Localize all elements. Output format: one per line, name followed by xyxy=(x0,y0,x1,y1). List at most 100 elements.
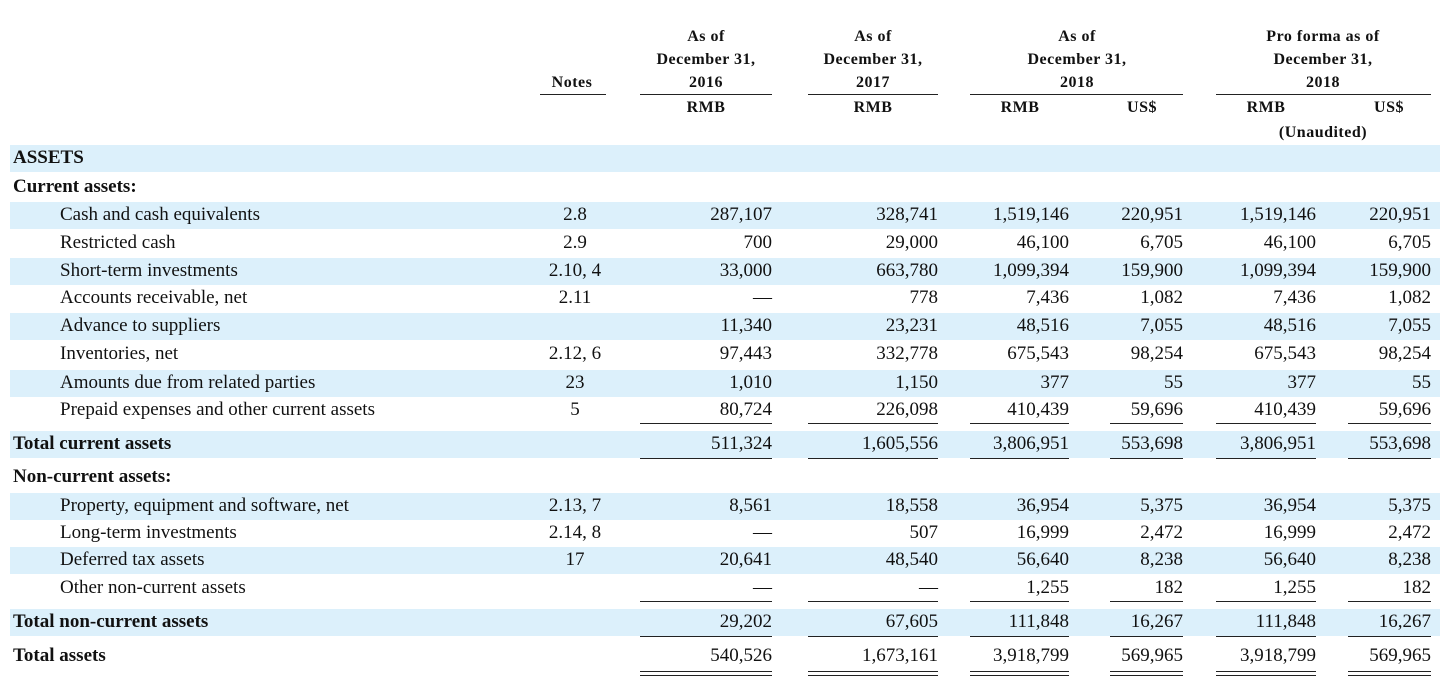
column-header: December 31, xyxy=(1027,51,1127,68)
row-value: 7,055 xyxy=(1140,315,1183,336)
row-value: 778 xyxy=(909,287,939,308)
total-rule xyxy=(970,675,1069,676)
row-value: — xyxy=(753,287,772,308)
total-rule xyxy=(808,601,938,602)
row-value: 36,954 xyxy=(1263,495,1316,516)
total-rule xyxy=(808,675,938,676)
row-value: 3,918,799 xyxy=(993,645,1069,666)
row-value: 2,472 xyxy=(1388,522,1431,543)
row-value: 332,778 xyxy=(876,343,938,364)
total-rule xyxy=(1110,423,1183,424)
total-rule xyxy=(970,671,1069,672)
row-value: 220,951 xyxy=(1369,204,1431,225)
row-notes: 23 xyxy=(565,372,585,393)
row-value: 569,965 xyxy=(1369,645,1431,666)
row-label: Total current assets xyxy=(13,433,172,454)
row-value: 511,324 xyxy=(710,433,772,454)
row-band xyxy=(10,609,1440,636)
row-value: 1,255 xyxy=(1026,577,1069,598)
row-value: 56,640 xyxy=(1263,549,1316,570)
row-band xyxy=(10,313,1440,340)
row-value: — xyxy=(753,577,772,598)
row-value: — xyxy=(753,522,772,543)
row-notes: 17 xyxy=(565,549,585,570)
unit-label: RMB xyxy=(1246,99,1286,116)
total-rule xyxy=(640,601,772,602)
row-value: 23,231 xyxy=(885,315,938,336)
row-band xyxy=(10,493,1440,520)
row-value: 5,375 xyxy=(1140,495,1183,516)
row-value: 377 xyxy=(1287,372,1317,393)
row-value: 507 xyxy=(909,522,939,543)
row-value: 377 xyxy=(1040,372,1070,393)
row-value: 675,543 xyxy=(1007,343,1069,364)
column-header: As of xyxy=(1058,28,1096,45)
total-rule xyxy=(1216,458,1316,459)
total-rule xyxy=(1216,675,1316,676)
total-rule xyxy=(808,458,938,459)
column-header: As of xyxy=(854,28,892,45)
row-label: Other non-current assets xyxy=(60,577,246,598)
row-value: 226,098 xyxy=(876,399,938,420)
row-value: 59,696 xyxy=(1130,399,1183,420)
total-rule xyxy=(1110,601,1183,602)
row-label: Inventories, net xyxy=(60,343,179,364)
row-value: 46,100 xyxy=(1263,232,1316,253)
row-value: 55 xyxy=(1412,372,1431,393)
row-value: 700 xyxy=(743,232,773,253)
header-underline xyxy=(970,94,1183,95)
total-rule xyxy=(1348,675,1431,676)
row-value: 675,543 xyxy=(1254,343,1316,364)
row-value: 7,055 xyxy=(1388,315,1431,336)
row-value: 553,698 xyxy=(1369,433,1431,454)
row-value: 111,848 xyxy=(1255,611,1316,632)
row-value: 2,472 xyxy=(1140,522,1183,543)
column-header: 2018 xyxy=(1060,74,1094,91)
row-value: 16,267 xyxy=(1130,611,1183,632)
row-label: Property, equipment and software, net xyxy=(60,495,349,516)
row-value: 1,150 xyxy=(895,372,938,393)
column-header: 2018 xyxy=(1306,74,1340,91)
total-rule xyxy=(808,636,938,637)
row-value: 1,082 xyxy=(1388,287,1431,308)
row-value: 20,641 xyxy=(719,549,772,570)
column-header: Pro forma as of xyxy=(1266,28,1380,45)
row-value: 18,558 xyxy=(885,495,938,516)
row-value: 287,107 xyxy=(710,204,772,225)
row-value: 8,238 xyxy=(1140,549,1183,570)
total-rule xyxy=(1110,636,1183,637)
row-value: 33,000 xyxy=(719,260,772,281)
column-header: December 31, xyxy=(656,51,756,68)
row-value: 182 xyxy=(1154,577,1184,598)
row-notes: 2.11 xyxy=(558,287,592,308)
row-value: 56,640 xyxy=(1016,549,1069,570)
row-value: 36,954 xyxy=(1016,495,1069,516)
row-label: ASSETS xyxy=(13,147,84,168)
row-value: 6,705 xyxy=(1388,232,1431,253)
row-band xyxy=(10,431,1440,458)
row-label: Non-current assets: xyxy=(13,466,172,487)
row-value: 159,900 xyxy=(1369,260,1431,281)
total-rule xyxy=(1110,675,1183,676)
row-value: 97,443 xyxy=(719,343,772,364)
total-rule xyxy=(1110,458,1183,459)
column-header: 2016 xyxy=(689,74,723,91)
row-notes: 5 xyxy=(570,399,580,420)
total-rule xyxy=(1216,423,1316,424)
row-value: 220,951 xyxy=(1121,204,1183,225)
row-label: Advance to suppliers xyxy=(60,315,221,336)
row-value: 16,999 xyxy=(1016,522,1069,543)
row-band xyxy=(10,258,1440,285)
total-rule xyxy=(970,601,1069,602)
row-value: 1,082 xyxy=(1140,287,1183,308)
total-rule xyxy=(640,458,772,459)
row-value: 182 xyxy=(1402,577,1432,598)
total-rule xyxy=(1348,601,1431,602)
column-header: 2017 xyxy=(856,74,890,91)
row-value: 6,705 xyxy=(1140,232,1183,253)
row-notes: 2.9 xyxy=(563,232,587,253)
row-value: 1,673,161 xyxy=(862,645,938,666)
row-value: 410,439 xyxy=(1254,399,1316,420)
row-value: 663,780 xyxy=(876,260,938,281)
row-value: 5,375 xyxy=(1388,495,1431,516)
